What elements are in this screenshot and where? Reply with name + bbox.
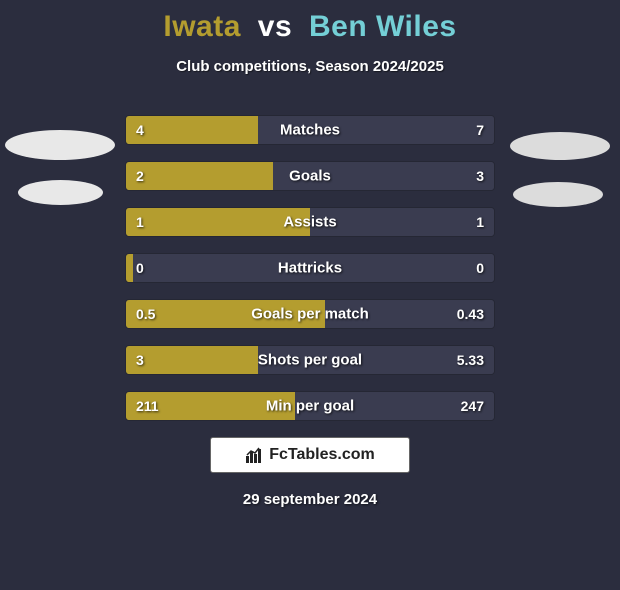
brand-text: FcTables.com (269, 446, 375, 464)
stat-row: Hattricks0 0 (125, 253, 495, 283)
stat-row: Matches4 7 (125, 115, 495, 145)
stat-label: Matches (126, 122, 494, 139)
stat-right-value: 247 (461, 398, 484, 414)
stat-label: Hattricks (126, 260, 494, 277)
stat-left-value: 0.5 (136, 306, 155, 322)
stat-right-value: 5.33 (457, 352, 484, 368)
stat-left-value: 3 (136, 352, 144, 368)
footer-date: 29 september 2024 (0, 491, 620, 508)
subtitle: Club competitions, Season 2024/2025 (0, 58, 620, 75)
stat-bars-container: Matches4 7 Goals2 3 Assists1 1 Hattricks0 0 Goal… (125, 115, 495, 421)
stat-row: Shots per goal3 5.33 (125, 345, 495, 375)
chart-icon (245, 446, 263, 464)
player1-avatar-placeholder (5, 120, 115, 230)
stat-right-value: 0 (476, 260, 484, 276)
stat-left-value: 4 (136, 122, 144, 138)
stat-row: Goals per match0.5 0.43 (125, 299, 495, 329)
stat-row: Assists1 1 (125, 207, 495, 237)
stat-right-value: 3 (476, 168, 484, 184)
stat-row: Goals2 3 (125, 161, 495, 191)
stat-label: Min per goal (126, 398, 494, 415)
stat-left-value: 211 (136, 398, 159, 414)
stat-right-value: 7 (476, 122, 484, 138)
stat-right-value: 0.43 (457, 306, 484, 322)
stat-left-value: 1 (136, 214, 144, 230)
stat-right-value: 1 (476, 214, 484, 230)
stat-row: Min per goal211 247 (125, 391, 495, 421)
player2-name: Ben Wiles (309, 10, 457, 43)
comparison-title: Iwata vs Ben Wiles (0, 10, 620, 44)
player1-name: Iwata (163, 10, 241, 43)
stat-label: Goals per match (126, 306, 494, 323)
brand-badge: FcTables.com (210, 437, 410, 473)
stat-left-value: 0 (136, 260, 144, 276)
stat-left-value: 2 (136, 168, 144, 184)
stat-label: Assists (126, 214, 494, 231)
stat-label: Goals (126, 168, 494, 185)
title-vs: vs (258, 10, 292, 43)
stat-label: Shots per goal (126, 352, 494, 369)
player2-avatar-placeholder (505, 120, 615, 230)
